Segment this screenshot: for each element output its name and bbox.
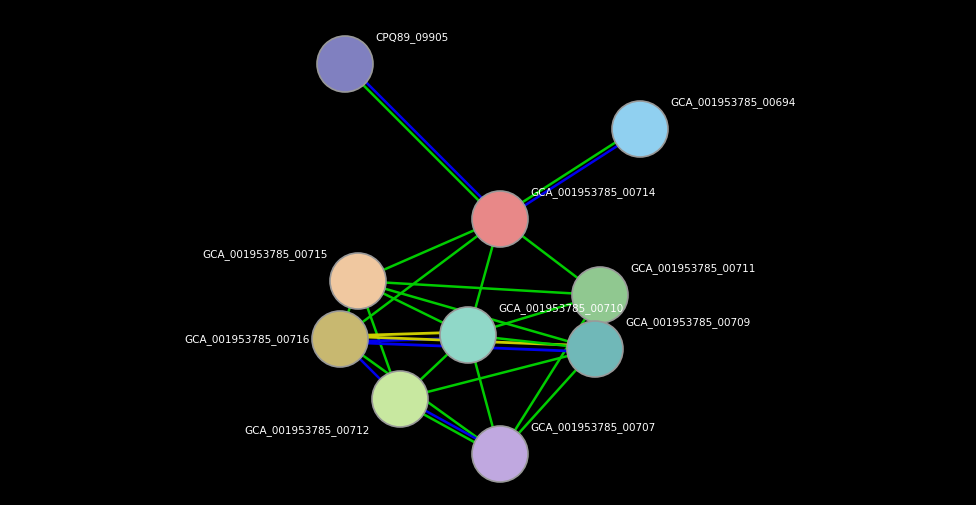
Text: GCA_001953785_00709: GCA_001953785_00709	[625, 316, 751, 327]
Text: GCA_001953785_00707: GCA_001953785_00707	[530, 421, 655, 432]
Ellipse shape	[312, 312, 368, 367]
Text: CPQ89_09905: CPQ89_09905	[375, 32, 448, 43]
Ellipse shape	[372, 371, 428, 427]
Text: GCA_001953785_00716: GCA_001953785_00716	[184, 334, 310, 345]
Ellipse shape	[612, 102, 668, 158]
Ellipse shape	[440, 308, 496, 363]
Ellipse shape	[472, 426, 528, 482]
Text: GCA_001953785_00714: GCA_001953785_00714	[530, 187, 655, 197]
Text: GCA_001953785_00710: GCA_001953785_00710	[498, 302, 624, 313]
Ellipse shape	[330, 254, 386, 310]
Text: GCA_001953785_00711: GCA_001953785_00711	[630, 263, 755, 273]
Ellipse shape	[572, 268, 628, 323]
Ellipse shape	[567, 321, 623, 377]
Text: GCA_001953785_00715: GCA_001953785_00715	[203, 248, 328, 260]
Text: GCA_001953785_00712: GCA_001953785_00712	[245, 424, 370, 435]
Ellipse shape	[317, 37, 373, 93]
Ellipse shape	[472, 191, 528, 247]
Text: GCA_001953785_00694: GCA_001953785_00694	[670, 97, 795, 108]
